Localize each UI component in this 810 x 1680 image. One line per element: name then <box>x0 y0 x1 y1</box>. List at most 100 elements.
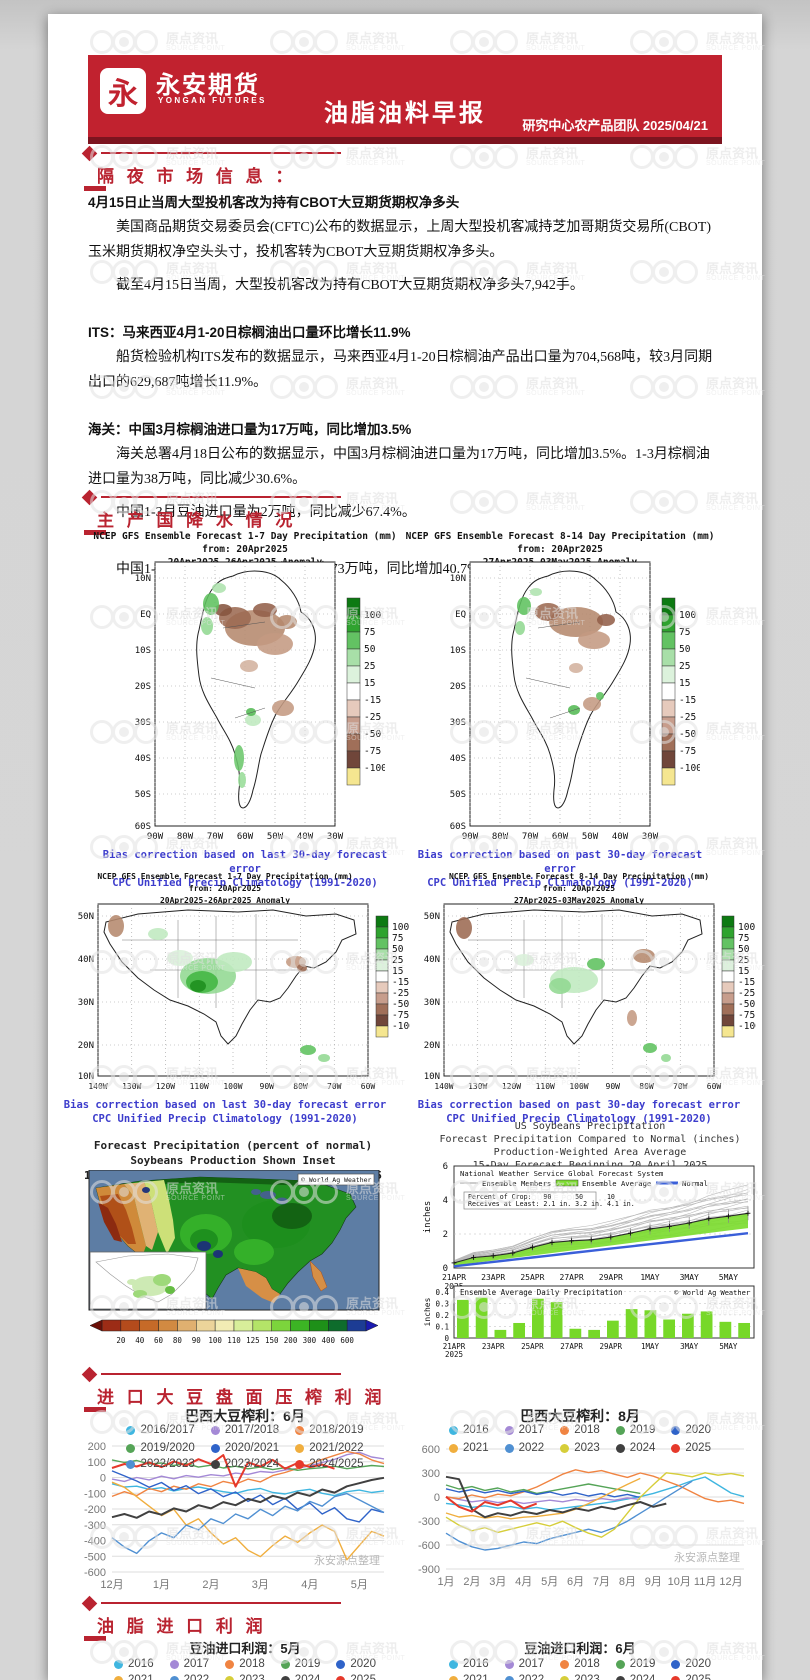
section-dash <box>84 186 106 191</box>
svg-text:120W: 120W <box>156 1082 175 1091</box>
legend-dot-icon <box>671 1443 681 1453</box>
svg-text:-600: -600 <box>418 1540 440 1552</box>
svg-text:-200: -200 <box>84 1504 106 1516</box>
svg-text:-15: -15 <box>364 695 381 706</box>
svg-text:-75: -75 <box>738 1010 755 1021</box>
legend-item: 2021 <box>449 1674 489 1680</box>
svg-text:0.3: 0.3 <box>435 1299 449 1308</box>
svg-text:40N: 40N <box>78 955 94 965</box>
svg-text:20: 20 <box>116 1336 126 1345</box>
svg-text:70W: 70W <box>673 1082 688 1091</box>
svg-text:-100: -100 <box>738 1021 756 1032</box>
svg-text:40: 40 <box>135 1336 145 1345</box>
legend-item: 2022 <box>504 1442 544 1454</box>
svg-text:15: 15 <box>738 966 749 977</box>
svg-text:30S: 30S <box>450 718 466 728</box>
svg-text:-15: -15 <box>392 977 409 988</box>
svg-text:0: 0 <box>100 1473 106 1485</box>
paragraph: 海关：中国3月棕榈油进口量为17万吨，同比增加3.5% <box>88 422 412 437</box>
legend-item: 2019/2020 <box>126 1442 195 1454</box>
svg-text:90: 90 <box>192 1336 202 1345</box>
legend-label: 2022/2023 <box>140 1458 195 1470</box>
legend-dot-icon <box>295 1459 305 1469</box>
section-header-crush-margin: 进 口 大 豆 盘 面 压 榨 利 润 <box>81 1366 384 1417</box>
svg-text:-25: -25 <box>679 712 696 723</box>
svg-text:25: 25 <box>679 661 690 672</box>
svg-text:100: 100 <box>679 610 696 621</box>
legend-label: 2025 <box>685 1442 711 1454</box>
legend-dot-icon <box>504 1659 514 1669</box>
svg-text:EQ: EQ <box>455 610 466 620</box>
legend-dot-icon <box>225 1675 235 1680</box>
svg-text:25APR: 25APR <box>521 1342 544 1351</box>
crush-chart-jun-title: 巴西大豆榨利：6月 <box>185 1408 305 1424</box>
legend-dot-icon <box>671 1659 681 1669</box>
svg-text:110W: 110W <box>190 1082 209 1091</box>
oil-jun-legend-row: 2021 2022 2023 2024 2025 <box>410 1674 750 1680</box>
crush-jun-legend-row: 2022/2023 2023/2024 2024/2025 <box>80 1458 410 1470</box>
legend-label: 2016 <box>463 1658 489 1670</box>
svg-text:90W: 90W <box>147 832 164 842</box>
svg-text:-25: -25 <box>392 988 409 999</box>
svg-text:50S: 50S <box>450 790 466 800</box>
legend-dot-icon <box>671 1675 681 1680</box>
svg-text:70W: 70W <box>522 832 539 842</box>
svg-text:40W: 40W <box>612 832 629 842</box>
legend-item: 2019 <box>615 1658 655 1670</box>
svg-text:80W: 80W <box>293 1082 308 1091</box>
section-title: 油 脂 进 口 利 润 <box>97 1617 267 1636</box>
svg-text:50: 50 <box>738 944 750 955</box>
svg-text:-50: -50 <box>679 729 696 740</box>
svg-text:600: 600 <box>422 1444 440 1456</box>
svg-text:100W: 100W <box>223 1082 242 1091</box>
na-map-right-caption: Bias correction based on past 30-day for… <box>417 1099 741 1125</box>
section-dash <box>84 530 106 535</box>
svg-text:140W: 140W <box>88 1082 107 1091</box>
legend-item: 2019 <box>615 1424 655 1436</box>
svg-text:20S: 20S <box>135 682 151 692</box>
legend-label: 2022 <box>518 1674 545 1680</box>
svg-text:-900: -900 <box>418 1564 440 1576</box>
svg-text:30W: 30W <box>327 832 344 842</box>
legend-item: 2021 <box>449 1442 489 1454</box>
legend-dot-icon <box>126 1425 136 1435</box>
legend-dot-icon <box>449 1425 459 1435</box>
legend-item: 2018 <box>560 1658 600 1670</box>
svg-text:0: 0 <box>434 1492 440 1504</box>
legend-dot-icon <box>615 1425 625 1435</box>
svg-text:5月: 5月 <box>351 1579 368 1591</box>
legend-item: 2024 <box>615 1442 655 1454</box>
legend-label: 2017/2018 <box>224 1424 280 1436</box>
legend-dot-icon <box>169 1659 179 1669</box>
svg-text:200: 200 <box>284 1336 298 1345</box>
svg-text:National Weather Service Globa: National Weather Service Global Forecast… <box>460 1169 663 1178</box>
report-header-banner: 永 永安期货 YONGAN FUTURES 油脂油料早报 研究中心农产品团队 2… <box>88 55 722 137</box>
svg-text:75: 75 <box>679 627 690 638</box>
crush-jun-legend-row: 2019/2020 2020/2021 2021/2022 <box>80 1442 410 1454</box>
na-map-right-title: NCEP GFS Ensemble Forecast 8-14 Day Prec… <box>448 872 710 905</box>
svg-text:50W: 50W <box>582 832 599 842</box>
legend-item: 2025 <box>336 1674 376 1680</box>
legend-dot-icon <box>295 1425 305 1435</box>
legend-label: 2024/2025 <box>309 1458 364 1470</box>
svg-text:11月: 11月 <box>694 1576 716 1588</box>
legend-item: 2023 <box>225 1674 265 1680</box>
svg-text:100W: 100W <box>569 1082 588 1091</box>
svg-text:4: 4 <box>443 1196 448 1206</box>
svg-text:3月: 3月 <box>489 1576 506 1588</box>
svg-text:0.4: 0.4 <box>435 1288 449 1297</box>
svg-text:-75: -75 <box>364 746 381 757</box>
svg-text:80W: 80W <box>639 1082 654 1091</box>
svg-text:15: 15 <box>679 678 690 689</box>
svg-text:15: 15 <box>364 678 375 689</box>
svg-text:30N: 30N <box>424 998 440 1008</box>
svg-text:-100: -100 <box>84 1488 106 1500</box>
svg-text:2: 2 <box>443 1230 448 1240</box>
svg-text:-500: -500 <box>84 1551 106 1563</box>
section-dash <box>84 1407 106 1412</box>
section-header-market-info: 隔 夜 市 场 信 息 ： <box>81 145 384 196</box>
svg-text:5月: 5月 <box>541 1576 558 1588</box>
legend-item: 2020 <box>336 1658 376 1670</box>
